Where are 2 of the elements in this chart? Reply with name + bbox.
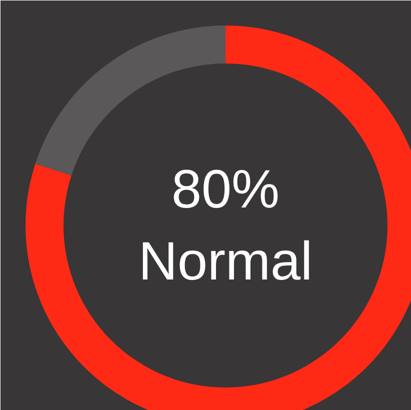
text: Normal [138,232,313,292]
text: 80% [171,160,280,220]
